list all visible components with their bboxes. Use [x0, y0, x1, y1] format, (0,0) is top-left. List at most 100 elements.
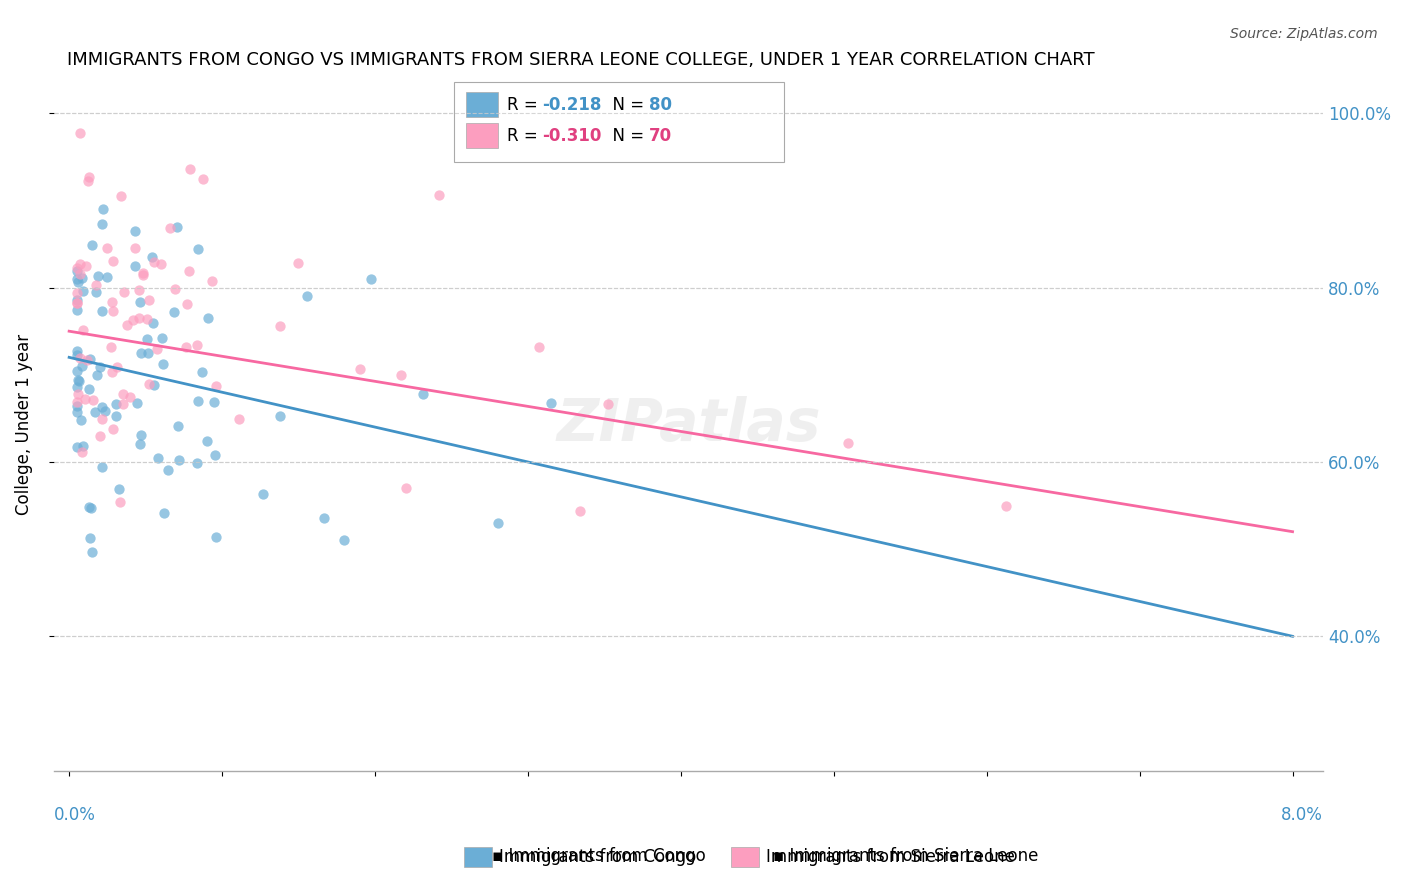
Point — [427, 188, 450, 202]
Point — [91, 460, 114, 475]
Point — [69, 257, 91, 271]
Point — [165, 282, 187, 296]
Point — [69, 351, 91, 366]
Point — [70, 359, 93, 374]
Point — [598, 397, 620, 411]
Point — [72, 270, 94, 285]
Point — [66, 405, 89, 419]
Text: Source: ZipAtlas.com: Source: ZipAtlas.com — [1230, 27, 1378, 41]
Point — [191, 365, 214, 379]
Text: R =: R = — [508, 95, 543, 114]
Point — [87, 269, 110, 284]
Point — [96, 241, 118, 255]
Point — [129, 427, 152, 442]
Point — [101, 422, 124, 436]
Point — [994, 499, 1017, 513]
Point — [314, 510, 336, 524]
Point — [105, 397, 128, 411]
Point — [66, 399, 89, 413]
Y-axis label: College, Under 1 year: College, Under 1 year — [15, 334, 32, 516]
Point — [143, 254, 166, 268]
Point — [66, 348, 89, 362]
Point — [111, 397, 134, 411]
Point — [89, 359, 111, 374]
Point — [91, 400, 114, 414]
Point — [84, 405, 107, 419]
Point — [69, 413, 91, 427]
Point — [159, 221, 181, 235]
Point — [84, 285, 107, 300]
Point — [91, 217, 114, 231]
Point — [162, 305, 184, 319]
Point — [136, 332, 159, 346]
Point — [205, 379, 228, 393]
Point — [187, 394, 209, 409]
Point — [195, 434, 218, 448]
Point — [110, 188, 132, 202]
Point — [79, 531, 101, 545]
Point — [75, 260, 97, 274]
Point — [66, 285, 89, 300]
Point — [72, 284, 94, 298]
Point — [179, 161, 201, 176]
Text: ▪ Immigrants from Congo: ▪ Immigrants from Congo — [492, 847, 706, 865]
Point — [69, 267, 91, 281]
Point — [146, 342, 169, 356]
Text: N =: N = — [602, 95, 650, 114]
Point — [91, 412, 114, 426]
Point — [349, 361, 371, 376]
Point — [150, 331, 173, 345]
Point — [128, 311, 150, 326]
Point — [77, 500, 100, 515]
Point — [295, 288, 318, 302]
Point — [66, 394, 89, 409]
Point — [66, 272, 89, 286]
Point — [91, 304, 114, 318]
Point — [70, 445, 93, 459]
Point — [129, 437, 152, 451]
Point — [191, 172, 214, 186]
Point — [69, 126, 91, 140]
Point — [201, 274, 224, 288]
Point — [146, 451, 169, 466]
Point — [79, 352, 101, 367]
Point — [156, 463, 179, 477]
Text: 0.0%: 0.0% — [53, 805, 96, 824]
Text: 8.0%: 8.0% — [1281, 805, 1323, 824]
Point — [72, 439, 94, 453]
Point — [66, 373, 89, 387]
Text: -0.310: -0.310 — [543, 127, 602, 145]
Point — [101, 295, 124, 310]
Point — [66, 302, 89, 317]
Point — [167, 452, 190, 467]
Point — [228, 412, 250, 426]
Point — [124, 259, 146, 273]
Point — [66, 380, 89, 394]
Point — [128, 283, 150, 297]
Point — [136, 312, 159, 326]
Point — [128, 295, 150, 310]
Point — [67, 275, 90, 289]
Point — [77, 174, 100, 188]
Text: N =: N = — [602, 127, 650, 145]
Point — [66, 364, 89, 378]
Point — [360, 272, 382, 286]
Text: R =: R = — [508, 127, 543, 145]
Point — [252, 486, 274, 500]
Point — [187, 242, 209, 256]
Point — [77, 169, 100, 184]
Point — [111, 387, 134, 401]
Point — [132, 267, 155, 281]
Point — [108, 494, 131, 508]
Point — [129, 346, 152, 360]
Point — [100, 365, 122, 379]
Point — [167, 419, 190, 434]
Point — [150, 257, 173, 271]
Point — [86, 278, 108, 293]
Point — [91, 202, 114, 216]
Point — [96, 270, 118, 285]
Point — [568, 504, 591, 518]
Point — [333, 533, 356, 547]
Point — [67, 374, 90, 388]
Point — [142, 317, 165, 331]
